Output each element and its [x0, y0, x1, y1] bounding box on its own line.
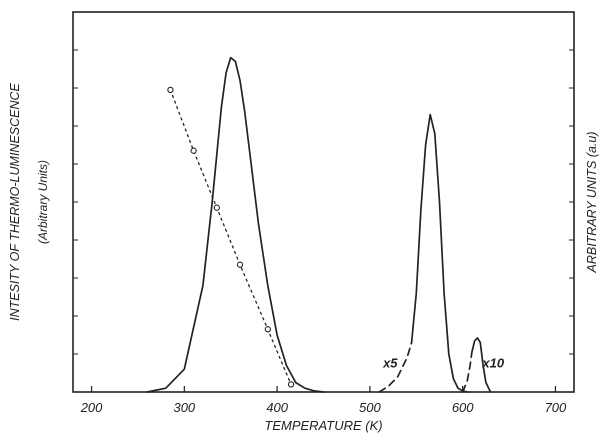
- x-tick-label: 700: [545, 400, 567, 415]
- annotation-label: x5: [382, 356, 398, 371]
- series-line-5: [169, 89, 292, 386]
- y-axis-sublabel-left: (Arbitrary Units): [36, 160, 50, 244]
- x-axis-label: TEMPERATURE (K): [264, 418, 382, 433]
- data-point-marker: [264, 326, 271, 333]
- series-line-0: [146, 56, 325, 393]
- plot-frame: [72, 11, 575, 393]
- y-axis-label-left: INTESITY OF THERMO-LUMINESCENCE: [8, 82, 22, 320]
- y-axis-label-right: ARBITRARY UNITS (a.u): [585, 132, 599, 274]
- series-line-4: [471, 337, 492, 393]
- data-point-marker: [287, 381, 295, 388]
- series-line-3: [461, 351, 473, 393]
- markers-layer: [167, 86, 295, 388]
- series-line-2: [410, 113, 469, 393]
- x-tick-label: 500: [359, 400, 381, 415]
- x-tick-label: 400: [266, 400, 288, 415]
- x-tick-label: 600: [452, 400, 474, 415]
- axis-ticks: 200 300 400 500 600 700: [73, 49, 574, 415]
- series-layer: [146, 56, 492, 393]
- plot-border: [72, 11, 575, 393]
- data-point-marker: [213, 204, 220, 211]
- annotation-label: x10: [481, 356, 504, 371]
- x-tick-label: 300: [173, 400, 195, 415]
- data-point-marker: [190, 147, 197, 154]
- labels-layer: TEMPERATURE (K) INTESITY OF THERMO-LUMINE…: [8, 82, 599, 433]
- series-line-1: [378, 341, 413, 393]
- x-tick-label: 200: [80, 400, 103, 415]
- data-point-marker: [236, 261, 244, 268]
- data-point-marker: [167, 86, 174, 94]
